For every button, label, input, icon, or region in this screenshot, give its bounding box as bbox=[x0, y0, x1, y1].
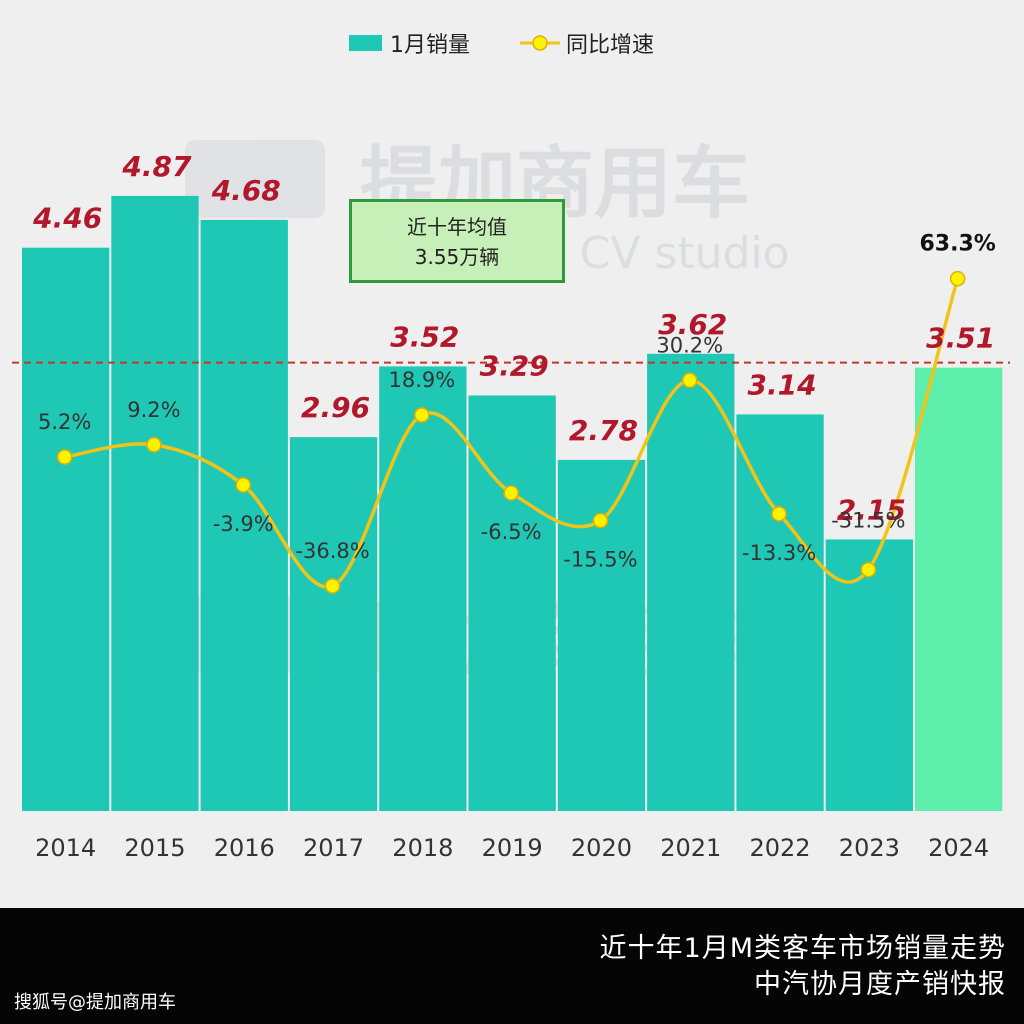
bar-labels-layer: 4.46 4.87 4.68 2.96 3.52 3.29 2.78 3.62 3.14 2.15… bbox=[32, 150, 995, 527]
growth-label-2020: -15.5% bbox=[563, 548, 637, 572]
legend: 1月销量 同比增速 bbox=[349, 33, 654, 58]
growth-label-2024: 63.3% bbox=[919, 232, 995, 257]
bar-label-2019: 3.29 bbox=[480, 349, 549, 382]
x-tick-2019: 2019 bbox=[482, 834, 543, 862]
x-tick-2021: 2021 bbox=[660, 834, 721, 862]
bar-label-2022: 3.14 bbox=[748, 368, 817, 401]
growth-point-2014 bbox=[56, 449, 73, 465]
bar-2014 bbox=[22, 247, 110, 811]
bar-label-2018: 3.52 bbox=[390, 320, 459, 353]
legend-bar-label: 1月销量 bbox=[390, 33, 470, 58]
x-tick-2022: 2022 bbox=[750, 834, 811, 862]
bar-label-2023: 2.15 bbox=[837, 493, 906, 526]
x-tick-2020: 2020 bbox=[571, 834, 632, 862]
x-tick-2024: 2024 bbox=[928, 834, 989, 862]
growth-point-2017 bbox=[324, 578, 341, 594]
legend-line-marker bbox=[532, 35, 548, 51]
bar-label-2014: 4.46 bbox=[32, 202, 102, 235]
growth-point-2022 bbox=[771, 506, 787, 522]
bar-2019 bbox=[468, 395, 556, 811]
growth-label-2015: 9.2% bbox=[127, 398, 180, 422]
average-annotation-line1: 近十年均值 bbox=[407, 215, 507, 239]
x-tick-2014: 2014 bbox=[35, 834, 96, 862]
growth-label-2019: -6.5% bbox=[481, 520, 542, 544]
bar-label-2024: 3.51 bbox=[926, 322, 995, 355]
footer-source-tag: 搜狐号@提加商用车 bbox=[14, 992, 176, 1013]
growth-point-2016 bbox=[235, 477, 251, 493]
chart: 提加商用车 TruckPlus CV studio 提加商用车 4.464.87… bbox=[12, 33, 1010, 862]
growth-label-2023: -31.5% bbox=[831, 509, 905, 533]
bars-layer bbox=[22, 195, 1003, 811]
bar-label-2021: 3.62 bbox=[658, 308, 727, 341]
bar-2016 bbox=[200, 219, 288, 811]
bar-label-2016: 4.68 bbox=[211, 174, 281, 207]
growth-label-2021: 30.2% bbox=[656, 333, 723, 357]
growth-label-2014: 5.2% bbox=[38, 410, 91, 434]
growth-point-2021 bbox=[682, 372, 698, 389]
growth-label-2016: -3.9% bbox=[213, 512, 274, 536]
footer-caption-title: 近十年1月M类客车市场销量走势 bbox=[599, 933, 1006, 964]
x-tick-2015: 2015 bbox=[124, 834, 185, 862]
average-annotation-line2: 3.55万辆 bbox=[414, 245, 500, 269]
x-tick-2017: 2017 bbox=[303, 834, 364, 862]
bar-2024 bbox=[915, 367, 1003, 811]
legend-bar-swatch bbox=[349, 35, 382, 51]
x-axis-ticks: 2014 2015 2016 2017 2018 2019 2020 2021 2022 2023… bbox=[35, 834, 989, 862]
x-tick-2023: 2023 bbox=[839, 834, 900, 862]
footer-bar bbox=[0, 908, 1024, 1024]
average-annotation-box: 近十年均值 3.55万辆 bbox=[349, 199, 565, 283]
growth-label-2022: -13.3% bbox=[742, 541, 816, 565]
growth-label-2018: 18.9% bbox=[388, 368, 455, 392]
bar-2015 bbox=[111, 195, 199, 811]
legend-line-label: 同比增速 bbox=[566, 33, 654, 58]
bar-2022 bbox=[736, 414, 824, 811]
growth-point-2024 bbox=[949, 270, 966, 287]
bar-label-2017: 2.96 bbox=[301, 391, 370, 424]
bar-label-2015: 4.87 bbox=[121, 150, 192, 183]
growth-point-2019 bbox=[503, 485, 519, 501]
growth-point-2020 bbox=[592, 512, 609, 529]
footer-caption-source: 中汽协月度产销快报 bbox=[754, 969, 1006, 1000]
bar-label-2020: 2.78 bbox=[569, 414, 638, 447]
x-tick-2018: 2018 bbox=[392, 834, 453, 862]
line-labels-layer: 5.2% 9.2% -3.9% -36.8% 18.9% -6.5% -15.5% 30.2%… bbox=[38, 232, 996, 572]
growth-point-2015 bbox=[146, 437, 162, 453]
bar-2023 bbox=[825, 539, 913, 811]
growth-label-2017: -36.8% bbox=[295, 539, 369, 563]
x-tick-2016: 2016 bbox=[214, 834, 275, 862]
growth-point-2018 bbox=[414, 407, 430, 423]
growth-point-2023 bbox=[860, 561, 877, 578]
growth-line-layer bbox=[56, 270, 966, 594]
bar-2021 bbox=[647, 353, 735, 811]
bar-2017 bbox=[289, 437, 378, 811]
bar-2020 bbox=[557, 459, 646, 811]
bar-2018 bbox=[379, 366, 467, 811]
watermark-logo-icon bbox=[185, 140, 325, 218]
